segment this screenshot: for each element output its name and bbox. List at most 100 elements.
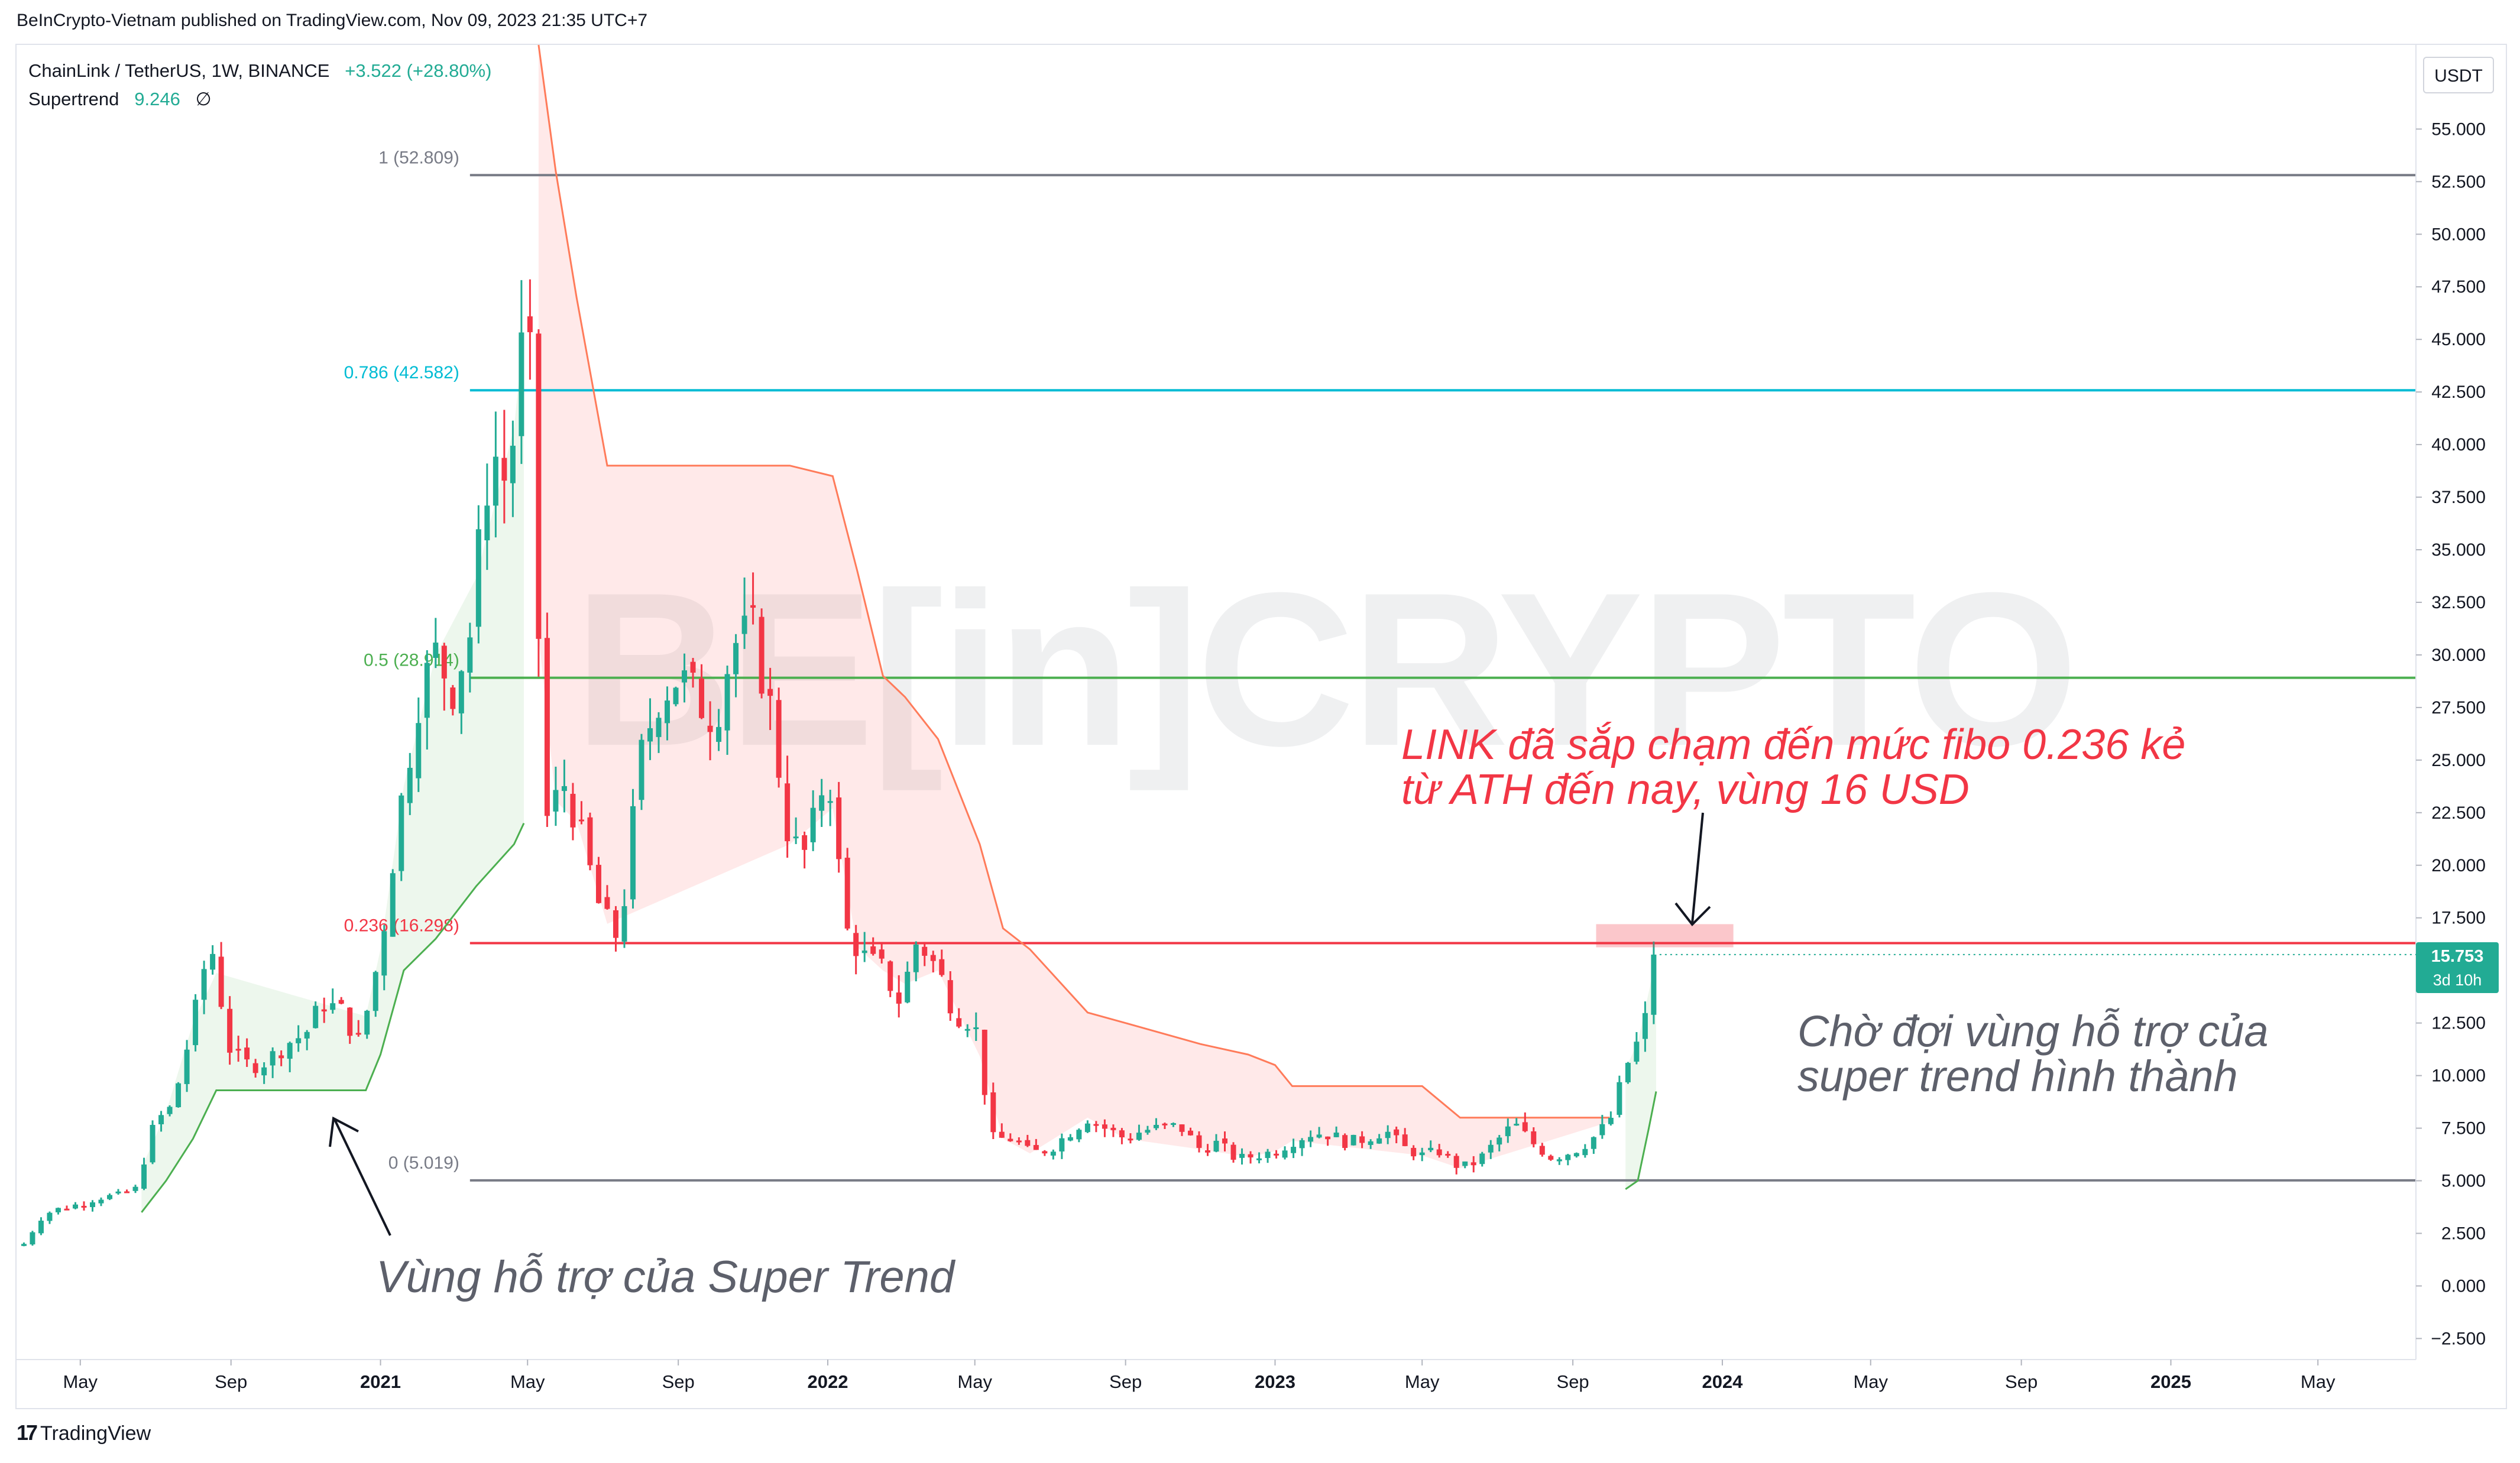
- candle-body: [544, 638, 550, 816]
- candle-body: [433, 643, 439, 658]
- candle-body: [1350, 1134, 1356, 1146]
- candle-body: [1591, 1137, 1596, 1149]
- tradingview-brand: TradingView: [40, 1422, 151, 1445]
- candle-body: [887, 961, 893, 991]
- candle-body: [964, 1029, 970, 1031]
- publisher-line: BeInCrypto-Vietnam published on TradingV…: [17, 11, 648, 30]
- candle-body: [922, 946, 928, 956]
- fib-level-label: 0.236 (16.298): [344, 916, 459, 936]
- time-tick-label: Sep: [1557, 1371, 1589, 1392]
- indicator-visibility-icon[interactable]: ∅: [195, 89, 212, 109]
- candle-body: [176, 1083, 182, 1108]
- candle-body: [330, 1003, 336, 1010]
- candle-body: [527, 316, 533, 332]
- candle-body: [1582, 1149, 1588, 1156]
- watermark-logo: BE[in]CRYPTO: [574, 547, 2079, 793]
- candle-body: [1531, 1131, 1537, 1144]
- candle-body: [1102, 1124, 1107, 1129]
- candle-body: [1042, 1151, 1048, 1154]
- candle-body: [107, 1195, 113, 1199]
- candle-body: [1299, 1140, 1305, 1149]
- candle-body: [682, 670, 688, 683]
- candle-body: [141, 1164, 147, 1189]
- candle-body: [132, 1186, 138, 1191]
- candle-body: [235, 1049, 241, 1051]
- candle-body: [1411, 1147, 1417, 1157]
- candle-body: [364, 1010, 370, 1035]
- target-zone-box: [1596, 924, 1734, 948]
- candle-body: [810, 807, 816, 842]
- candle-body: [956, 1018, 962, 1027]
- time-tick-label: Sep: [1109, 1371, 1142, 1392]
- candle-body: [1419, 1152, 1425, 1156]
- candle-body: [355, 1033, 361, 1035]
- candle-body: [458, 671, 464, 713]
- candle-body: [647, 728, 653, 742]
- fibonacci-layer: 1 (52.809)0.786 (42.582)0.5 (28.914)0.23…: [344, 148, 2416, 1182]
- candle-body: [193, 1000, 199, 1046]
- candle-body: [1548, 1156, 1554, 1160]
- fib-level-label: 0 (5.019): [388, 1153, 459, 1173]
- candle-body: [64, 1208, 70, 1211]
- symbol-row[interactable]: ChainLink / TetherUS, 1W, BINANCE +3.522…: [28, 57, 491, 85]
- candle-body: [724, 674, 730, 731]
- currency-button[interactable]: USDT: [2423, 57, 2494, 93]
- candle-body: [381, 931, 387, 976]
- price-tick-label: 20.000: [2431, 856, 2486, 875]
- candle-body: [1522, 1122, 1528, 1131]
- candle-body: [30, 1232, 35, 1245]
- price-tick-label: 52.500: [2431, 172, 2486, 192]
- candle-body: [982, 1030, 987, 1095]
- candle-body: [167, 1107, 173, 1114]
- candle-body: [613, 910, 618, 938]
- candle-body: [990, 1092, 996, 1133]
- candle-body: [373, 972, 378, 1011]
- price-tick-label: 2.500: [2441, 1224, 2486, 1243]
- candle-body: [1368, 1141, 1374, 1145]
- candle-body: [1033, 1145, 1039, 1150]
- candle-body: [1204, 1150, 1210, 1153]
- candle-body: [570, 793, 576, 828]
- candle-body: [1153, 1124, 1159, 1128]
- supertrend-fill-up: [1625, 954, 1656, 1189]
- price-tick-label: 30.000: [2431, 645, 2486, 665]
- candle-body: [973, 1027, 979, 1030]
- tradingview-footer[interactable]: 17 TradingView: [17, 1420, 151, 1445]
- candle-body: [210, 953, 216, 970]
- candle-body: [184, 1049, 190, 1084]
- candle-body: [1187, 1130, 1193, 1136]
- candle-body: [741, 615, 747, 634]
- candle-body: [1385, 1131, 1391, 1138]
- candle-body: [1565, 1154, 1571, 1160]
- candle-body: [98, 1199, 104, 1204]
- candle-body: [1274, 1153, 1280, 1156]
- candle-body: [930, 955, 936, 961]
- price-tick-label: 5.000: [2441, 1172, 2486, 1191]
- candle-body: [278, 1055, 284, 1059]
- time-tick-label: 2022: [808, 1371, 848, 1392]
- candle-body: [338, 1000, 344, 1004]
- indicator-row[interactable]: Supertrend 9.246 ∅: [28, 85, 491, 113]
- candle-body: [1265, 1151, 1271, 1159]
- candle-body: [1342, 1135, 1348, 1149]
- candle-body: [1462, 1161, 1468, 1166]
- candle-body: [1222, 1138, 1228, 1144]
- candle-body: [1230, 1144, 1236, 1160]
- price-axis[interactable]: −2.500 0.000 2.500 5.000 7.500 10.000 12.500 15…: [1659, 45, 2486, 1360]
- candle-body: [1008, 1138, 1013, 1141]
- supertrend-line-up: [141, 822, 525, 1213]
- candle-body: [1325, 1136, 1331, 1140]
- time-axis[interactable]: May Sep 2021 May Sep 2022 May Sep 2023 May Sep 2024…: [17, 1359, 2416, 1392]
- price-tick-label: 47.500: [2431, 277, 2486, 297]
- price-tick-label: 50.000: [2431, 225, 2486, 244]
- candle-body: [1599, 1124, 1605, 1136]
- candle-body: [553, 790, 559, 812]
- candle-body: [1497, 1137, 1502, 1145]
- candle-body: [115, 1191, 121, 1193]
- candle-body: [1436, 1149, 1442, 1156]
- candle-body: [1634, 1042, 1640, 1062]
- candle-body: [1076, 1130, 1082, 1140]
- candle-body: [416, 723, 422, 778]
- time-tick-label: May: [1405, 1371, 1440, 1392]
